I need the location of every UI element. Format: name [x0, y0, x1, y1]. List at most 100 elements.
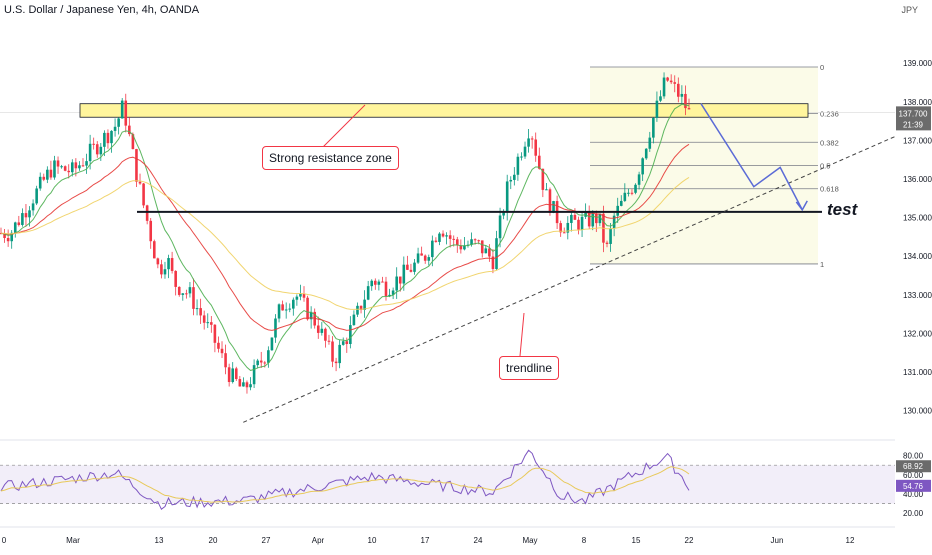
- ma-slow-line: [0, 176, 690, 310]
- price-tick-label: 137.000: [903, 136, 932, 145]
- rsi-value: 68.92: [903, 462, 924, 471]
- candle-body: [188, 287, 192, 294]
- candle-body: [591, 213, 595, 227]
- rsi-signal-badge: [896, 479, 931, 492]
- candle-body: [145, 205, 149, 221]
- candle-body: [505, 181, 509, 213]
- price-tick-label: 131.000: [903, 368, 932, 377]
- candle-body: [669, 80, 673, 83]
- candle-body: [117, 118, 120, 127]
- candle-body: [267, 350, 270, 363]
- candle-body: [595, 213, 598, 224]
- candle-body: [249, 384, 252, 388]
- time-tick-label: Jun: [771, 536, 784, 545]
- candle-body: [616, 205, 620, 216]
- candle-body: [530, 138, 534, 140]
- candle-body: [74, 162, 78, 169]
- candle-body: [587, 212, 591, 227]
- candle-body: [655, 100, 659, 118]
- candle-body: [202, 315, 206, 323]
- candle-body: [288, 308, 292, 310]
- candle-body: [641, 158, 644, 175]
- candle-body: [577, 219, 580, 230]
- candle-body: [366, 286, 370, 300]
- candle-body: [331, 341, 334, 362]
- candle-body: [680, 93, 684, 97]
- candle-body: [35, 188, 38, 204]
- time-tick-label: Apr: [312, 536, 325, 545]
- rsi-band: [0, 465, 895, 504]
- candle-body: [498, 215, 502, 239]
- time-tick-label: 22: [685, 536, 694, 545]
- candle-body: [687, 108, 691, 110]
- candle-body: [53, 160, 56, 178]
- candle-body: [231, 368, 235, 383]
- candle-body: [452, 238, 456, 240]
- candle-body: [352, 314, 356, 326]
- candle-body: [341, 341, 345, 345]
- candle-body: [662, 77, 666, 97]
- candle-body: [559, 223, 562, 233]
- trendline: [243, 136, 896, 423]
- candle-body: [152, 241, 156, 259]
- candle-body: [619, 200, 623, 206]
- candle-body: [634, 184, 637, 193]
- candle-body: [388, 294, 391, 297]
- candle-body: [46, 169, 49, 180]
- candle-body: [516, 156, 520, 175]
- candle-body: [363, 299, 366, 310]
- candle-body: [673, 82, 677, 84]
- candle-body: [349, 325, 352, 345]
- time-tick-label: 27: [262, 536, 271, 545]
- candle-body: [174, 270, 177, 287]
- candle-body: [377, 281, 381, 285]
- candle-body: [448, 235, 452, 239]
- candle-body: [334, 361, 338, 364]
- candle-body: [548, 189, 552, 213]
- price-tick-label: 139.000: [903, 59, 932, 68]
- candle-body: [523, 146, 527, 157]
- time-tick-label: 8: [582, 536, 587, 545]
- last-price-value: 137.700: [899, 109, 928, 118]
- candle-body: [309, 311, 313, 320]
- candle-body: [580, 216, 584, 230]
- candle-body: [320, 328, 324, 333]
- candle-body: [541, 168, 545, 190]
- candle-body: [292, 299, 295, 309]
- price-tick-label: 130.000: [903, 407, 932, 416]
- candle-body: [142, 183, 145, 206]
- time-tick-label: Mar: [66, 536, 80, 545]
- candle-body: [327, 340, 331, 342]
- candle-body: [438, 233, 441, 242]
- candle-body: [167, 258, 170, 270]
- candle-body: [185, 293, 188, 295]
- candle-body: [295, 296, 299, 300]
- candle-body: [49, 169, 53, 178]
- time-tick-label: 0: [2, 536, 7, 545]
- resistance-zone-callout: Strong resistance zone: [262, 146, 399, 170]
- trendline-callout-pointer: [519, 312, 525, 357]
- candle-body: [509, 179, 513, 182]
- projection-path: [700, 103, 803, 211]
- candles-group: [0, 72, 691, 394]
- candle-body: [10, 232, 13, 242]
- candle-body: [42, 176, 46, 180]
- time-tick-label: 15: [632, 536, 641, 545]
- fib-level-label: 0.618: [820, 185, 839, 194]
- candle-body: [395, 276, 398, 291]
- candle-body: [441, 233, 445, 237]
- price-tick-label: 138.000: [903, 98, 932, 107]
- candle-body: [381, 281, 384, 283]
- candle-body: [138, 181, 142, 184]
- candle-body: [345, 341, 349, 345]
- candle-body: [103, 132, 106, 147]
- candle-body: [316, 325, 320, 333]
- candle-body: [302, 293, 306, 298]
- candle-body: [434, 240, 438, 242]
- rsi-value-badge: [896, 460, 931, 473]
- candle-body: [38, 176, 42, 189]
- time-tick-label: 10: [368, 536, 377, 545]
- candle-body: [56, 160, 60, 167]
- candle-body: [455, 239, 459, 246]
- candle-body: [299, 293, 302, 297]
